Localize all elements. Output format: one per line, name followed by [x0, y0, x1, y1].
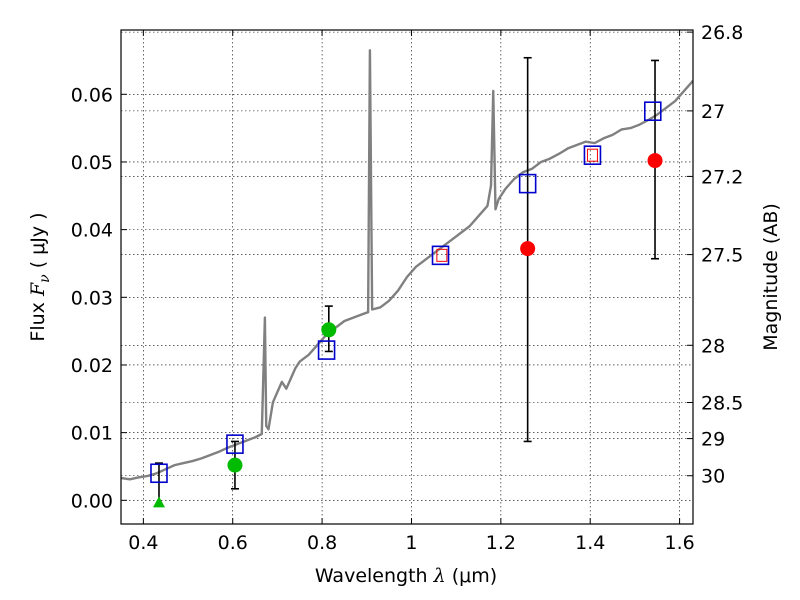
right-axis-label: Magnitude (AB) — [760, 203, 782, 351]
model-square-marker — [643, 101, 662, 122]
x-axis-label-prefix: Wavelength — [315, 565, 428, 587]
x-tick-label: 1.2 — [486, 532, 516, 554]
magnitude-tick-label: 27 — [701, 101, 725, 123]
model-square-marker — [431, 245, 450, 266]
x-axis-label: Wavelength λ (μm) — [315, 565, 497, 587]
data-point-marker — [520, 241, 536, 257]
ticks: 0.4 0.6 0.8 1 1.2 1.4 1.6 0.00 0.01 0.02 0.03 0.04 0… — [71, 22, 744, 554]
y-tick-label: 0.05 — [71, 152, 113, 174]
data-point-marker — [321, 322, 337, 338]
y-tick-label: 0.01 — [71, 423, 113, 445]
x-tick-label: 1.4 — [575, 532, 605, 554]
magnitude-tick-label: 28.5 — [701, 392, 743, 414]
plot-area — [121, 49, 693, 508]
y-axis-label-units: ( μJy ) — [27, 212, 49, 268]
data-point-marker — [227, 457, 243, 473]
model-square-marker — [226, 434, 244, 454]
x-axis-label-symbol: λ — [433, 565, 446, 587]
y-tick-label: 0.00 — [71, 490, 113, 512]
model-square-marker — [150, 463, 168, 484]
x-tick-label: 0.6 — [218, 532, 248, 554]
magnitude-tick-label: 26.8 — [701, 22, 743, 44]
x-tick-label: 0.4 — [128, 532, 158, 554]
x-tick-label: 1 — [405, 532, 417, 554]
y-tick-label: 0.04 — [71, 220, 113, 242]
magnitude-tick-label: 28 — [701, 335, 725, 357]
grid — [121, 30, 693, 524]
magnitude-tick-label: 30 — [701, 466, 725, 488]
small-square-marker — [586, 148, 598, 162]
upper-limit-marker — [152, 496, 165, 508]
data-point-marker — [647, 153, 663, 169]
y-tick-label: 0.02 — [71, 355, 113, 377]
magnitude-tick-label: 27.2 — [701, 166, 743, 188]
y-axis-label-prefix: Flux — [27, 302, 49, 342]
magnitude-tick-label: 27.5 — [701, 245, 743, 267]
y-tick-label: 0.06 — [71, 84, 113, 106]
plot-frame — [120, 29, 694, 525]
x-tick-label: 1.6 — [664, 532, 694, 554]
small-square-marker — [436, 248, 448, 262]
model-square-marker — [317, 340, 336, 360]
y-axis-label: Flux Fν ( μJy ) — [27, 212, 53, 341]
y-tick-label: 0.03 — [71, 287, 113, 309]
spectrum-line — [121, 49, 693, 481]
y-axis-label-symbol: F — [27, 282, 49, 297]
x-tick-label: 0.8 — [307, 532, 337, 554]
x-axis-label-units: (μm) — [452, 565, 497, 587]
y-axis-label-subscript: ν — [37, 274, 53, 283]
magnitude-tick-label: 29 — [701, 429, 725, 451]
model-square-marker — [583, 145, 602, 165]
model-square-marker — [518, 173, 537, 194]
